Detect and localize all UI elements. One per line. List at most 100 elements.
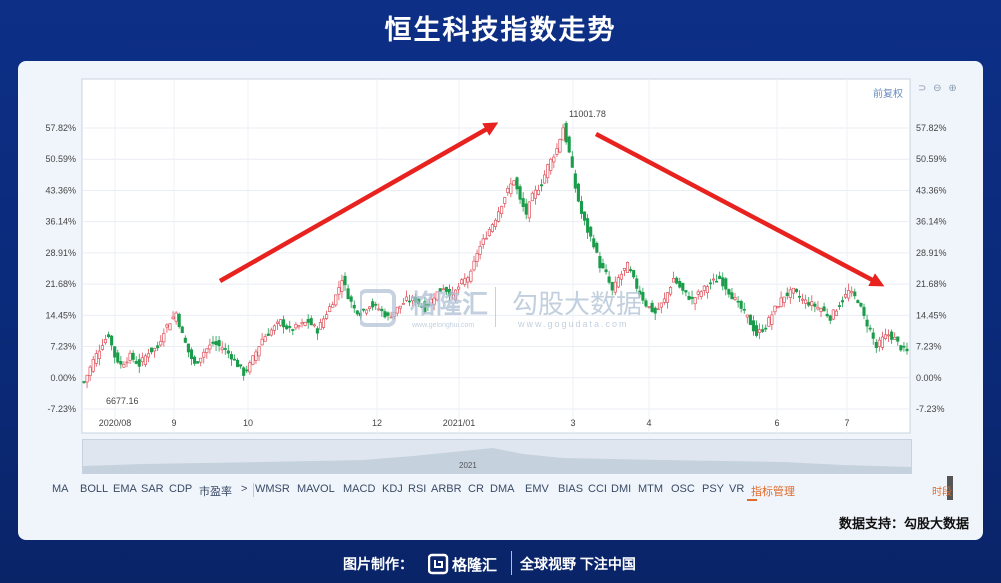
- candle-body: [801, 298, 805, 301]
- indicator-tab[interactable]: PSY: [702, 483, 725, 495]
- watermark: 格隆汇 www.gelonghui.com 勾股大数据 www.gogudata…: [360, 287, 642, 329]
- candle-body: [711, 278, 716, 281]
- candle-body: [730, 292, 734, 300]
- watermark-brand-left-sub: www.gelonghui.com: [411, 322, 474, 329]
- indicator-tab-bar: MA BOLL EMA SAR CDP 市盈率 > WMSR MAVOL MACD KDJ RSI AR…: [18, 479, 983, 503]
- candle-body: [662, 298, 666, 303]
- candle-body: [484, 237, 488, 240]
- indicator-tab[interactable]: MTM: [638, 483, 664, 495]
- indicator-tab[interactable]: MAVOL: [297, 483, 335, 495]
- candle-body: [868, 327, 872, 330]
- indicator-tab[interactable]: EMA: [113, 483, 137, 495]
- indicator-tab[interactable]: CCI: [588, 483, 607, 495]
- indicator-tab[interactable]: 市盈率: [199, 486, 232, 498]
- candle-body: [696, 291, 700, 295]
- indicator-tab[interactable]: ARBR: [431, 483, 462, 495]
- indicator-tab[interactable]: CR: [468, 483, 484, 495]
- restore-button[interactable]: 前复权: [873, 89, 903, 100]
- candle-body: [813, 303, 817, 307]
- candle-body: [625, 262, 630, 273]
- indicator-tab[interactable]: MACD: [343, 483, 376, 495]
- timeframe-handle[interactable]: [947, 476, 953, 500]
- indicator-tab[interactable]: EMV: [525, 483, 549, 495]
- candle-body: [180, 326, 184, 334]
- candle-body: [266, 333, 270, 336]
- candle-body: [103, 339, 108, 344]
- indicator-tab[interactable]: KDJ: [382, 483, 403, 495]
- candle-body: [497, 211, 501, 222]
- candle-body: [678, 281, 682, 288]
- time-navigator[interactable]: 2021: [82, 439, 912, 474]
- candle-body: [490, 224, 494, 232]
- candle-body: [315, 328, 319, 334]
- candle-body: [275, 321, 280, 324]
- y-tick-label-left: 43.36%: [45, 185, 76, 195]
- candle-body: [521, 198, 525, 207]
- candle-body: [512, 180, 516, 186]
- candle-body: [887, 334, 891, 337]
- candle-body: [288, 325, 292, 328]
- trend-arrow-up: [218, 122, 499, 283]
- candle-body: [146, 353, 151, 358]
- candle-body: [856, 300, 860, 304]
- candle-body: [604, 269, 608, 273]
- candle-body: [364, 309, 369, 314]
- candle-body: [515, 177, 519, 190]
- indicator-tab[interactable]: BIAS: [558, 483, 584, 495]
- candle-body: [613, 281, 617, 293]
- candle-body: [570, 156, 574, 168]
- candle-body: [346, 288, 350, 300]
- chart-control-icons[interactable]: ⊃ ⊖ ⊕: [918, 83, 959, 94]
- indicator-tab[interactable]: MA: [52, 483, 69, 495]
- candle-body: [770, 314, 774, 325]
- high-price-annotation: 11001.78: [569, 109, 606, 119]
- candle-body: [232, 358, 237, 361]
- candle-body: [644, 300, 648, 307]
- candle-body: [450, 292, 455, 295]
- indicator-tab[interactable]: BOLL: [80, 483, 109, 495]
- indicator-tab[interactable]: OSC: [671, 483, 695, 495]
- watermark-brand-left: 格隆汇: [410, 289, 488, 319]
- candle-body: [629, 269, 633, 272]
- x-tick-label: 10: [243, 418, 253, 428]
- candle-body: [715, 280, 719, 283]
- y-tick-label-right: -7.23%: [916, 404, 945, 414]
- indicator-tab[interactable]: DMI: [611, 483, 632, 495]
- candle-body: [303, 321, 307, 326]
- indicator-tab[interactable]: SAR: [141, 483, 164, 495]
- candle-body: [475, 253, 479, 262]
- candle-body: [853, 291, 857, 297]
- candle-body: [420, 306, 424, 308]
- x-tick-label: 2020/08: [99, 418, 132, 428]
- candle-body: [788, 289, 792, 299]
- indicator-tab[interactable]: CDP: [169, 483, 193, 495]
- indicator-tab[interactable]: DMA: [490, 483, 515, 495]
- indicator-tab[interactable]: >: [241, 483, 248, 495]
- candle-body: [404, 296, 408, 301]
- candle-body: [561, 127, 565, 141]
- indicator-tab[interactable]: VR: [729, 483, 745, 495]
- candle-body: [263, 336, 267, 342]
- indicator-tab[interactable]: RSI: [408, 483, 427, 495]
- candle-body: [619, 273, 623, 280]
- candle-body: [150, 347, 154, 353]
- x-tick-label: 2021/01: [443, 418, 476, 428]
- timeframe-label[interactable]: 时段: [932, 487, 952, 498]
- candle-body: [672, 277, 676, 283]
- candle-body: [527, 201, 531, 219]
- y-tick-label-left: 7.23%: [50, 342, 76, 352]
- y-tick-label-left: 0.00%: [50, 373, 76, 383]
- candle-body: [773, 305, 777, 313]
- candle-body: [702, 285, 706, 291]
- y-tick-label-right: 57.82%: [916, 123, 947, 133]
- y-tick-label-right: 36.14%: [916, 217, 947, 227]
- candle-body: [847, 290, 851, 299]
- candle-body: [708, 282, 713, 285]
- candle-body: [807, 302, 811, 306]
- candle-body: [635, 278, 639, 289]
- indicator-tab[interactable]: WMSR: [255, 483, 290, 495]
- indicator-tab[interactable]: 指标管理: [751, 486, 795, 498]
- candle-body: [214, 341, 218, 346]
- candle-body: [423, 301, 427, 313]
- candle-body: [331, 304, 335, 308]
